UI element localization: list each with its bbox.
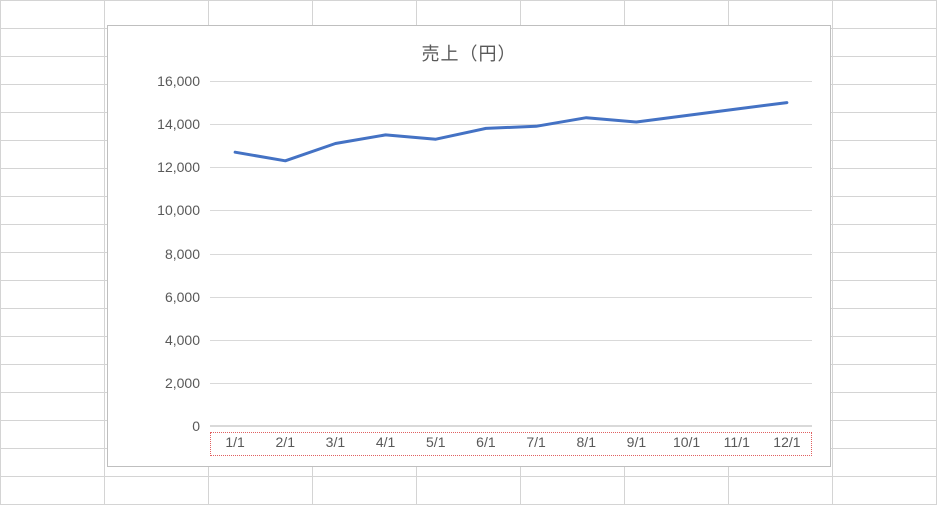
cell[interactable] [209,477,313,505]
x-tick-label: 11/1 [724,434,750,450]
x-axis-labels: 1/1 2/1 3/1 4/1 5/1 6/1 7/1 8/1 9/1 10/1 11/1 12/1 [210,430,812,458]
cell[interactable] [833,1,937,29]
cell[interactable] [1,57,105,85]
x-tick-label: 2/1 [276,434,295,450]
line-series [210,81,812,426]
cell[interactable] [521,477,625,505]
x-tick-label: 8/1 [577,434,596,450]
cell[interactable] [1,85,105,113]
x-tick-label: 12/1 [773,434,800,450]
cell[interactable] [105,477,209,505]
x-tick-label: 9/1 [627,434,646,450]
y-tick-label: 0 [192,418,200,434]
cell[interactable] [417,477,521,505]
cell[interactable] [1,421,105,449]
x-tick-label: 10/1 [673,434,700,450]
cell[interactable] [833,477,937,505]
cell[interactable] [1,337,105,365]
cell[interactable] [1,253,105,281]
cell[interactable] [625,477,729,505]
cell[interactable] [1,1,105,29]
y-tick-label: 10,000 [157,202,200,218]
cell[interactable] [1,449,105,477]
x-tick-label: 3/1 [326,434,345,450]
cell[interactable] [833,365,937,393]
cell[interactable] [833,113,937,141]
cell[interactable] [833,253,937,281]
cell[interactable] [1,29,105,57]
cell[interactable] [833,309,937,337]
cell[interactable] [1,225,105,253]
cell[interactable] [1,197,105,225]
cell[interactable] [833,29,937,57]
y-tick-label: 8,000 [165,246,200,262]
cell[interactable] [833,393,937,421]
cell[interactable] [833,421,937,449]
y-tick-label: 6,000 [165,289,200,305]
x-tick-label: 5/1 [426,434,445,450]
series-line [235,103,787,161]
cell[interactable] [1,309,105,337]
chart-title: 売上（円） [108,40,830,66]
cell[interactable] [1,141,105,169]
cell[interactable] [1,365,105,393]
y-tick-label: 4,000 [165,332,200,348]
cell[interactable] [833,449,937,477]
cell[interactable] [1,393,105,421]
x-tick-label: 4/1 [376,434,395,450]
plot-area: 1/12/13/14/15/16/17/18/19/110/111/112/1 [210,81,812,426]
cell[interactable] [833,57,937,85]
chart-container[interactable]: 売上（円） 0 2,000 4,000 6,000 8,000 10,000 12,000 1… [107,25,831,467]
cell[interactable] [833,281,937,309]
cell[interactable] [833,141,937,169]
cell[interactable] [833,337,937,365]
cell[interactable] [1,477,105,505]
y-tick-label: 16,000 [157,73,200,89]
y-tick-label: 12,000 [157,159,200,175]
y-axis-labels: 02,0004,0006,0008,00010,00012,00014,0001… [138,81,206,426]
cell[interactable] [313,477,417,505]
cell[interactable] [833,85,937,113]
grid-line [210,426,812,427]
cell[interactable] [1,281,105,309]
cell[interactable] [833,197,937,225]
cell[interactable] [1,113,105,141]
x-tick-label: 6/1 [476,434,495,450]
x-tick-label: 7/1 [526,434,545,450]
x-tick-label: 1/1 [225,434,244,450]
x-axis-line [210,425,812,426]
cell[interactable] [729,477,833,505]
y-tick-label: 2,000 [165,375,200,391]
plot-wrap: 02,0004,0006,0008,00010,00012,00014,0001… [138,81,812,426]
cell[interactable] [833,169,937,197]
cell[interactable] [1,169,105,197]
y-tick-label: 14,000 [157,116,200,132]
cell[interactable] [833,225,937,253]
